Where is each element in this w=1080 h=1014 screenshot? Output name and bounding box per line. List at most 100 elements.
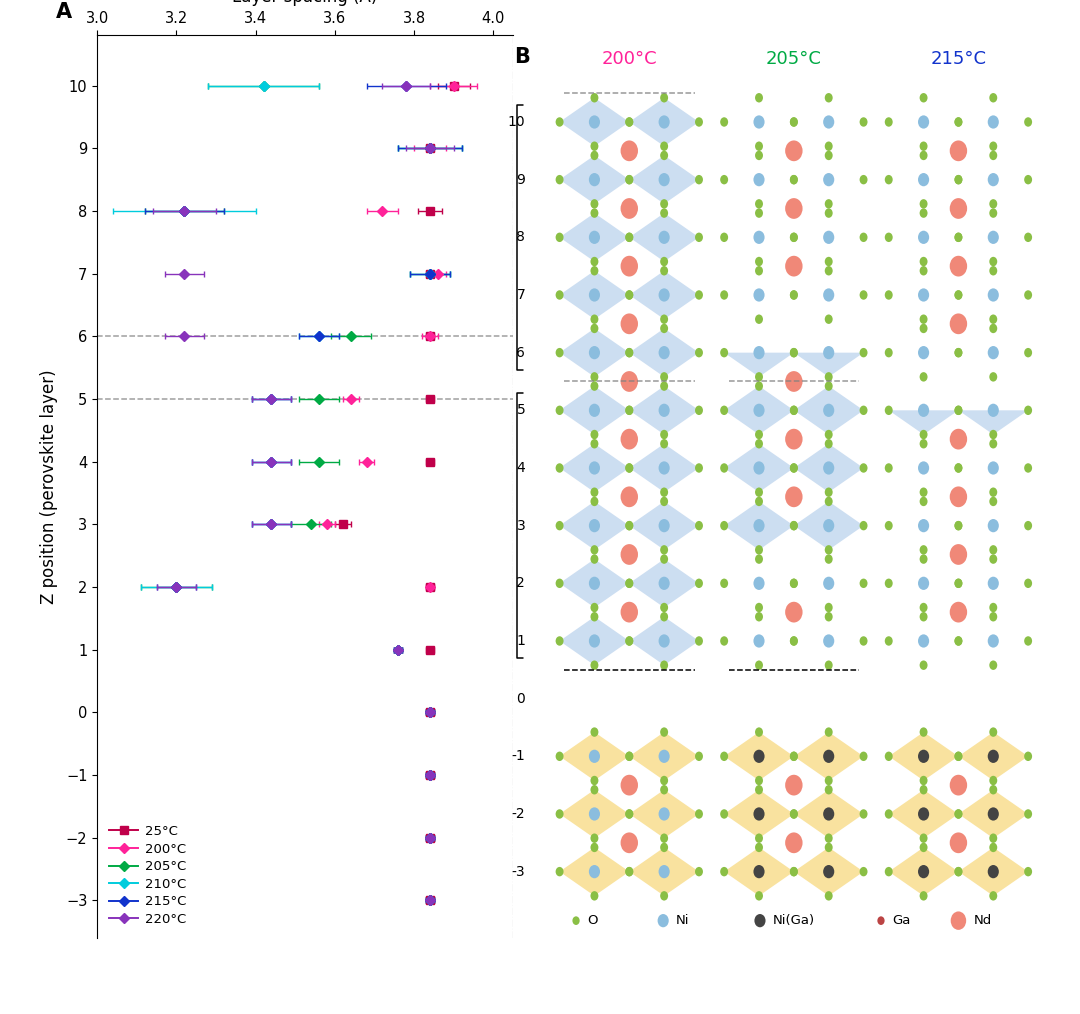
- Circle shape: [591, 660, 598, 670]
- Circle shape: [589, 346, 600, 359]
- Circle shape: [555, 636, 564, 646]
- Circle shape: [789, 521, 798, 530]
- Circle shape: [825, 151, 833, 160]
- Circle shape: [955, 463, 962, 473]
- Circle shape: [919, 497, 928, 506]
- Circle shape: [825, 430, 833, 439]
- Circle shape: [789, 175, 798, 185]
- Circle shape: [789, 406, 798, 415]
- Circle shape: [591, 314, 598, 323]
- Circle shape: [825, 266, 833, 276]
- Text: Ga: Ga: [892, 915, 910, 927]
- Circle shape: [789, 751, 798, 762]
- Text: 6: 6: [516, 346, 525, 360]
- Circle shape: [755, 546, 762, 555]
- Circle shape: [989, 430, 997, 439]
- Circle shape: [989, 93, 997, 102]
- Circle shape: [591, 430, 598, 439]
- Circle shape: [825, 93, 833, 102]
- Circle shape: [988, 461, 999, 475]
- Circle shape: [949, 313, 968, 335]
- Circle shape: [785, 198, 802, 219]
- Circle shape: [823, 577, 834, 590]
- Circle shape: [755, 776, 762, 785]
- Circle shape: [1024, 406, 1032, 415]
- Circle shape: [860, 579, 867, 588]
- Circle shape: [555, 751, 564, 762]
- Circle shape: [696, 175, 703, 185]
- Circle shape: [877, 917, 885, 925]
- Circle shape: [755, 602, 762, 612]
- Polygon shape: [559, 848, 630, 895]
- Legend: 25°C, 200°C, 205°C, 210°C, 215°C, 220°C: 25°C, 200°C, 205°C, 210°C, 215°C, 220°C: [104, 819, 191, 931]
- Circle shape: [720, 175, 728, 185]
- Circle shape: [860, 232, 867, 242]
- Circle shape: [696, 290, 703, 300]
- Y-axis label: Z position (perovskite layer): Z position (perovskite layer): [40, 369, 57, 604]
- Circle shape: [660, 142, 669, 151]
- Text: O: O: [586, 915, 597, 927]
- Circle shape: [789, 406, 798, 415]
- Circle shape: [989, 372, 997, 381]
- Text: 205°C: 205°C: [766, 50, 822, 68]
- Circle shape: [785, 371, 802, 391]
- Circle shape: [696, 751, 703, 762]
- Circle shape: [591, 776, 598, 785]
- Circle shape: [625, 290, 633, 300]
- Circle shape: [988, 173, 999, 187]
- Circle shape: [919, 151, 928, 160]
- Circle shape: [825, 199, 833, 209]
- Circle shape: [589, 173, 600, 187]
- Circle shape: [659, 577, 670, 590]
- Polygon shape: [559, 386, 630, 435]
- Circle shape: [785, 487, 802, 507]
- Circle shape: [955, 579, 962, 588]
- Polygon shape: [958, 411, 1028, 435]
- Circle shape: [660, 776, 669, 785]
- Circle shape: [989, 199, 997, 209]
- Circle shape: [823, 231, 834, 244]
- Circle shape: [789, 118, 798, 127]
- Circle shape: [660, 602, 669, 612]
- Circle shape: [789, 290, 798, 300]
- Circle shape: [955, 290, 962, 300]
- Circle shape: [918, 577, 929, 590]
- Circle shape: [989, 257, 997, 267]
- Polygon shape: [725, 502, 794, 550]
- Circle shape: [660, 266, 669, 276]
- Polygon shape: [630, 732, 699, 781]
- Circle shape: [955, 521, 962, 530]
- Circle shape: [988, 346, 999, 359]
- Circle shape: [955, 867, 962, 876]
- Circle shape: [754, 231, 765, 244]
- Circle shape: [789, 348, 798, 357]
- Circle shape: [755, 199, 762, 209]
- Circle shape: [823, 807, 834, 820]
- Circle shape: [918, 461, 929, 475]
- Circle shape: [572, 917, 580, 925]
- Circle shape: [919, 323, 928, 334]
- Circle shape: [591, 381, 598, 390]
- Circle shape: [860, 636, 867, 646]
- Circle shape: [989, 439, 997, 448]
- Polygon shape: [630, 848, 699, 895]
- Circle shape: [789, 579, 798, 588]
- Circle shape: [621, 487, 638, 507]
- Polygon shape: [559, 155, 630, 204]
- Circle shape: [919, 660, 928, 670]
- Circle shape: [955, 290, 962, 300]
- Polygon shape: [559, 271, 630, 319]
- Circle shape: [754, 635, 765, 648]
- Circle shape: [555, 521, 564, 530]
- Circle shape: [660, 843, 669, 852]
- Circle shape: [825, 546, 833, 555]
- Circle shape: [988, 404, 999, 417]
- Circle shape: [789, 636, 798, 646]
- Circle shape: [660, 314, 669, 323]
- Polygon shape: [725, 790, 794, 839]
- Circle shape: [860, 867, 867, 876]
- Polygon shape: [630, 213, 699, 262]
- Circle shape: [988, 749, 999, 763]
- Circle shape: [885, 118, 893, 127]
- Circle shape: [955, 406, 962, 415]
